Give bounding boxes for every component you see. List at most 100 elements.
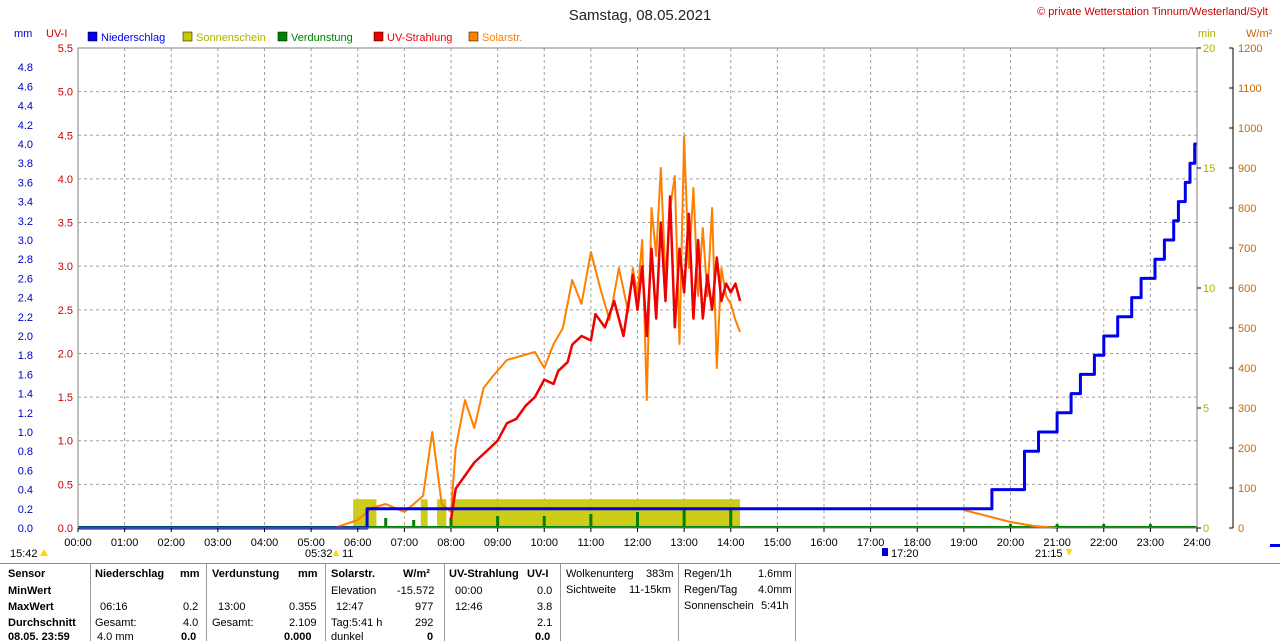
uvi-tick-label: 0.0 <box>58 523 73 535</box>
stats-separator <box>206 564 207 641</box>
mm-tick-label: 3.8 <box>18 158 33 170</box>
stats-separator <box>90 564 91 641</box>
wm2-tick-label: 0 <box>1238 523 1244 535</box>
weather-chart: 00:00 01:00 02:00 03:00 04:00 05:00 06:00 07:00… <box>10 6 1280 560</box>
legend-label: Solarstr. <box>482 32 522 44</box>
uv-last-value: 0.0 <box>535 631 551 643</box>
row-label-sensor: Sensor <box>8 568 46 580</box>
x-tick-label: 10:00 <box>530 537 558 549</box>
x-tick-label: 17:00 <box>857 537 885 549</box>
verdunstung-total-value: 2.109 <box>289 617 317 629</box>
niederschlag-header: Niederschlag <box>95 568 165 580</box>
niederschlag-unit: mm <box>180 568 200 580</box>
sunshine-bar <box>437 499 447 528</box>
x-tick-label: 02:00 <box>157 537 185 549</box>
mm-tick-label: 0.0 <box>18 523 33 535</box>
mm-axis-unit: mm <box>14 28 32 40</box>
x-tick-label: 16:00 <box>810 537 838 549</box>
solar-header: Solarstr. <box>331 568 376 580</box>
sunset-icon <box>1066 549 1072 556</box>
mm-tick-label: 3.6 <box>18 177 33 189</box>
wm2-tick-label: 1000 <box>1238 123 1262 135</box>
solar-dunkel-label: dunkel <box>331 631 364 643</box>
mm-tick-label: 4.2 <box>18 120 33 132</box>
verdunstung-avg-value: 0.000 <box>284 631 312 643</box>
x-tick-label: 01:00 <box>111 537 139 549</box>
verdunstung-header: Verdunstung <box>212 568 280 580</box>
wolken-value: 383m <box>646 568 674 580</box>
wm2-tick-label: 200 <box>1238 443 1256 455</box>
x-tick-label: 04:00 <box>251 537 279 549</box>
verdunstung-max-time: 13:00 <box>218 601 246 613</box>
wm2-tick-label: 1200 <box>1238 43 1262 55</box>
uv-header: UV-Strahlung <box>449 568 519 580</box>
sonnenschein-value: 5:41h <box>761 600 789 612</box>
solar-max-value: 977 <box>415 601 434 613</box>
legend-label: Niederschlag <box>101 32 165 44</box>
sunshine-bar <box>420 499 428 528</box>
row-label-min: MinWert <box>8 585 52 597</box>
min-tick-label: 0 <box>1203 523 1209 535</box>
solar-unit: W/m² <box>403 568 430 580</box>
row-label-date: 08.05. 23:59 <box>8 631 70 643</box>
mm-tick-label: 2.0 <box>18 331 33 343</box>
chart-series <box>78 135 1197 530</box>
wm2-tick-label: 1100 <box>1238 83 1262 95</box>
solar-elevation-label: Elevation <box>331 585 377 597</box>
mm-tick-label: 2.2 <box>18 312 33 324</box>
mm-tick-label: 1.8 <box>18 350 33 362</box>
chart-axes <box>77 47 1234 532</box>
regen-1h-label: Regen/1h <box>684 568 732 580</box>
wm2-tick-label: 500 <box>1238 323 1256 335</box>
chart-title: Samstag, 08.05.2021 <box>569 7 712 24</box>
row-label-avg: Durchschnitt <box>8 617 76 629</box>
x-tick-label: 09:00 <box>484 537 512 549</box>
wm2-tick-label: 300 <box>1238 403 1256 415</box>
stats-separator <box>795 564 796 641</box>
niederschlag-max-value: 0.2 <box>183 601 199 613</box>
wm2-tick-label: 400 <box>1238 363 1256 375</box>
chart-grid <box>78 47 1197 528</box>
wolken-label: Wolkenunterg <box>566 568 634 580</box>
uvi-tick-label: 4.0 <box>58 174 73 186</box>
niederschlag-total-label: Gesamt: <box>95 617 137 629</box>
solar-tag-label: Tag:5:41 h <box>331 617 383 629</box>
uv-avg-value: 2.1 <box>537 617 553 629</box>
mm-tick-label: 4.4 <box>18 101 33 113</box>
mm-tick-label: 1.4 <box>18 389 33 401</box>
uv-line <box>449 195 742 520</box>
mm-tick-label: 1.6 <box>18 369 33 381</box>
legend-label: Sonnenschein <box>196 32 266 44</box>
uvi-tick-label: 4.5 <box>58 130 73 142</box>
regen-1h-value: 1.6mm <box>758 568 792 580</box>
stats-separator <box>560 564 561 641</box>
wm2-tick-label: 100 <box>1238 483 1256 495</box>
uv-max-value: 3.8 <box>537 601 553 613</box>
sunrise-extra-label: 11 <box>342 548 353 560</box>
verdunstung-max-value: 0.355 <box>289 601 317 613</box>
mm-tick-label: 3.2 <box>18 216 33 228</box>
uvi-axis-unit: UV-I <box>46 28 67 40</box>
legend-swatch <box>87 31 98 42</box>
mm-tick-label: 0.4 <box>18 485 33 497</box>
x-tick-label: 20:00 <box>997 537 1025 549</box>
mm-tick-label: 2.4 <box>18 293 33 305</box>
mm-tick-label: 4.8 <box>18 62 33 74</box>
regen-tag-value: 4.0mm <box>758 584 792 596</box>
min-tick-label: 5 <box>1203 403 1209 415</box>
sunrise-label: 05:32 <box>305 548 333 560</box>
sunrise-icon <box>333 549 339 556</box>
x-tick-label: 07:00 <box>391 537 419 549</box>
niederschlag-avg-label: 4.0 mm <box>97 631 134 643</box>
uvi-tick-label: 5.0 <box>58 87 73 99</box>
row-label-max: MaxWert <box>8 601 54 613</box>
scroll-indicator <box>1270 544 1280 547</box>
uvi-tick-label: 3.0 <box>58 261 73 273</box>
copyright-note: © private Wetterstation Tinnum/Westerlan… <box>1037 6 1268 18</box>
sichtweite-label: Sichtweite <box>566 584 617 596</box>
mm-tick-label: 3.0 <box>18 235 33 247</box>
mm-tick-label: 1.0 <box>18 427 33 439</box>
x-tick-label: 06:00 <box>344 537 372 549</box>
precipitation-line <box>78 142 1197 530</box>
solar-line-evening <box>963 509 1058 529</box>
